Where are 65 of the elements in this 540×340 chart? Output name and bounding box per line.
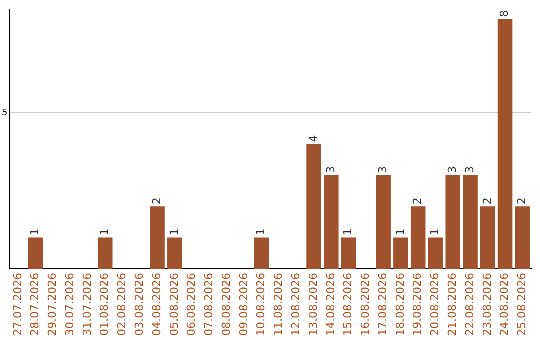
x-tick-label: 06.08.2026: [185, 273, 198, 336]
x-tick-label: 10.08.2026: [254, 273, 268, 336]
data-label: 2: [480, 198, 494, 205]
x-tick-label: 16.08.2026: [359, 273, 372, 336]
bar: [394, 238, 408, 270]
data-label: 1: [28, 228, 42, 236]
x-tick-label: 29.07.2026: [46, 273, 60, 336]
bar: [376, 175, 391, 270]
x-tick-label: 03.08.2026: [132, 273, 146, 336]
x-tick-label: 01.08.2026: [98, 273, 112, 336]
bar: [410, 206, 426, 270]
data-label: 2: [516, 198, 529, 205]
data-label: 8: [498, 10, 512, 18]
bar: [168, 238, 182, 270]
bar: [28, 238, 44, 270]
bar: [463, 175, 478, 270]
bar: [498, 19, 513, 270]
x-tick-label: 14.08.2026: [324, 273, 338, 336]
data-label: 3: [324, 166, 338, 174]
bar: [480, 206, 496, 270]
x-tick-label: 18.08.2026: [394, 273, 407, 336]
data-label: 2: [150, 198, 164, 205]
bar: [98, 238, 113, 270]
x-tick-label: 28.07.2026: [28, 273, 42, 336]
x-tick-label: 25.08.2026: [516, 273, 529, 336]
bar: [428, 238, 444, 270]
bar: [150, 206, 165, 270]
x-tick-label: 02.08.2026: [116, 273, 129, 336]
x-tick-label: 22.08.2026: [463, 273, 476, 336]
data-label: 1: [342, 228, 355, 236]
x-tick-label: 24.08.2026: [498, 273, 512, 336]
x-tick-label: 21.08.2026: [446, 273, 459, 336]
bar: [306, 144, 322, 270]
x-tick-label: 20.08.2026: [428, 273, 442, 336]
x-tick-label: 15.08.2026: [342, 273, 355, 336]
bar: [324, 175, 339, 270]
x-tick-label: 23.08.2026: [480, 273, 494, 336]
data-label: 1: [428, 228, 442, 236]
x-tick-label: 05.08.2026: [168, 273, 181, 336]
x-tick-label: 04.08.2026: [150, 273, 164, 336]
data-label: 3: [463, 166, 476, 174]
bar: [446, 175, 461, 270]
data-label: 4: [306, 135, 320, 142]
x-tick-label: 09.08.2026: [237, 273, 250, 336]
data-label: 1: [254, 228, 268, 236]
bar: [254, 238, 270, 270]
y-tick-label: 5: [2, 108, 8, 118]
x-tick-label: 30.07.2026: [63, 273, 76, 336]
bar: [515, 206, 530, 270]
data-label: 3: [376, 166, 390, 174]
x-tick-label: 11.08.2026: [272, 273, 286, 336]
x-tick-label: 19.08.2026: [411, 273, 424, 336]
x-tick-label: 08.08.2026: [220, 273, 233, 336]
bar: [341, 238, 356, 270]
data-label: 1: [98, 228, 112, 236]
data-label: 1: [168, 228, 181, 236]
data-label: 1: [394, 228, 407, 236]
data-label: 3: [446, 166, 459, 174]
x-tick-label: 17.08.2026: [376, 273, 390, 336]
x-tick-label: 07.08.2026: [202, 273, 216, 336]
x-tick-label: 27.07.2026: [11, 273, 24, 336]
data-label: 2: [411, 198, 424, 205]
x-tick-label: 13.08.2026: [306, 273, 320, 336]
x-tick-label: 12.08.2026: [289, 273, 302, 336]
x-tick-label: 31.07.2026: [80, 273, 94, 336]
